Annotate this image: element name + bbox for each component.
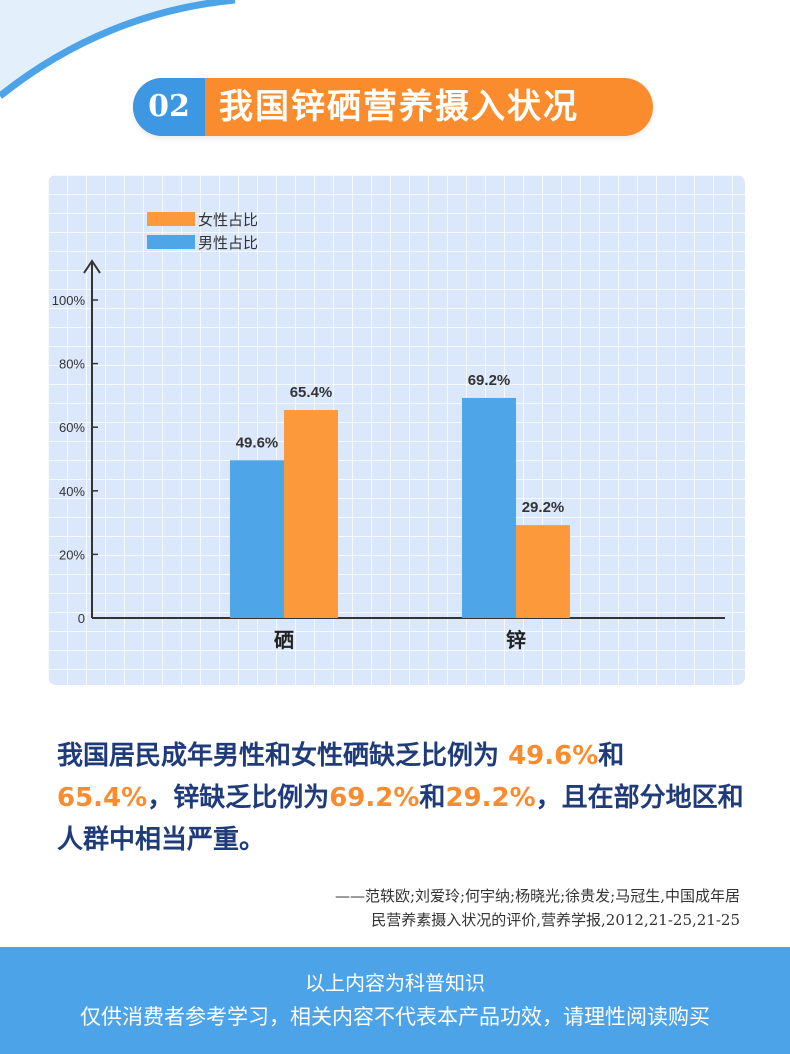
- footer-line: 以上内容为科普知识: [305, 971, 485, 995]
- data-label: 69.2%: [468, 372, 511, 389]
- chart-axes: 0 20% 40% 60% 80% 100%: [52, 259, 725, 626]
- citation-line: ——范轶欧;刘爱玲;何宇纳;杨晓光;徐贵发;马冠生,中国成年居: [334, 887, 740, 905]
- legend-label-female: 女性占比: [198, 211, 258, 229]
- category-label: 锌: [506, 628, 526, 652]
- y-axis-arrow: [83, 259, 101, 274]
- chart-legend: 女性占比 男性占比: [147, 211, 258, 252]
- summary-value: 29.2%: [445, 783, 536, 813]
- summary-value: 49.6%: [508, 741, 599, 771]
- y-tick-label: 0: [78, 611, 85, 626]
- y-tick-label: 60%: [59, 420, 85, 435]
- data-label: 49.6%: [236, 434, 279, 451]
- summary-value: 69.2%: [329, 783, 420, 813]
- y-tick-label: 40%: [59, 484, 85, 499]
- summary-part: 和: [419, 783, 446, 813]
- bar-chart: 女性占比 男性占比 0 20% 40% 60% 80% 100% 49.6% 65.4% 硒 6…: [52, 211, 725, 652]
- bar: [230, 460, 284, 618]
- data-label: 29.2%: [522, 499, 565, 516]
- citation-line: 民营养素摄入状况的评价,营养学报,2012,21-25,21-25: [371, 911, 740, 929]
- summary-part: ，锌缺乏比例为: [147, 783, 330, 813]
- category-label: 硒: [274, 628, 294, 652]
- bar: [516, 525, 570, 618]
- section-header: 02 我国锌硒营养摄入状况: [133, 78, 653, 136]
- section-title: 我国锌硒营养摄入状况: [219, 87, 579, 127]
- chart-labels: 49.6% 65.4% 硒 69.2% 29.2% 锌: [236, 372, 565, 652]
- y-tick-label: 20%: [59, 547, 85, 562]
- y-tick-label: 80%: [59, 357, 85, 372]
- corner-decoration: [0, 0, 236, 99]
- legend-label-male: 男性占比: [198, 235, 258, 252]
- summary-part: 和: [598, 741, 625, 771]
- data-label: 65.4%: [290, 384, 333, 401]
- summary-text: 我国居民成年男性和女性硒缺乏比例为 49.6%和 65.4%，锌缺乏比例为69.2…: [57, 735, 747, 861]
- footer-line: 仅供消费者参考学习，相关内容不代表本产品功效，请理性阅读购买: [80, 1005, 710, 1029]
- footer-disclaimer: 以上内容为科普知识 仅供消费者参考学习，相关内容不代表本产品功效，请理性阅读购买: [0, 947, 790, 1054]
- legend-swatch-male: [147, 235, 195, 249]
- chart-bars: [230, 397, 570, 618]
- citation: ——范轶欧;刘爱玲;何宇纳;杨晓光;徐贵发;马冠生,中国成年居 民营养素摄入状况…: [240, 884, 740, 932]
- summary-value: 65.4%: [57, 783, 148, 813]
- bar: [284, 410, 338, 618]
- chart-panel: 女性占比 男性占比 0 20% 40% 60% 80% 100% 49.6% 65.4% 硒 6…: [48, 175, 745, 685]
- summary-part: ，且在部分地区和人群中相当严重。: [57, 783, 744, 855]
- bar: [462, 397, 516, 618]
- section-number: 02: [133, 78, 205, 136]
- y-tick-label: 100%: [52, 293, 86, 308]
- summary-part: 我国居民成年男性和女性硒缺乏比例为: [57, 741, 509, 771]
- legend-swatch-female: [147, 212, 195, 226]
